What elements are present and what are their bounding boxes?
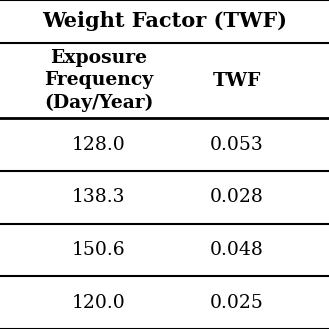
Text: 120.0: 120.0 (72, 294, 126, 312)
Text: TWF: TWF (213, 72, 261, 89)
Text: 0.048: 0.048 (210, 241, 264, 259)
Text: 0.025: 0.025 (210, 294, 264, 312)
Text: 150.6: 150.6 (72, 241, 125, 259)
Text: Exposure
Frequency
(Day/Year): Exposure Frequency (Day/Year) (44, 49, 153, 112)
Text: 138.3: 138.3 (72, 189, 125, 206)
Text: 0.053: 0.053 (210, 136, 264, 154)
Text: 128.0: 128.0 (72, 136, 126, 154)
Text: 0.028: 0.028 (210, 189, 264, 206)
Text: Weight Factor (TWF): Weight Factor (TWF) (42, 12, 287, 31)
